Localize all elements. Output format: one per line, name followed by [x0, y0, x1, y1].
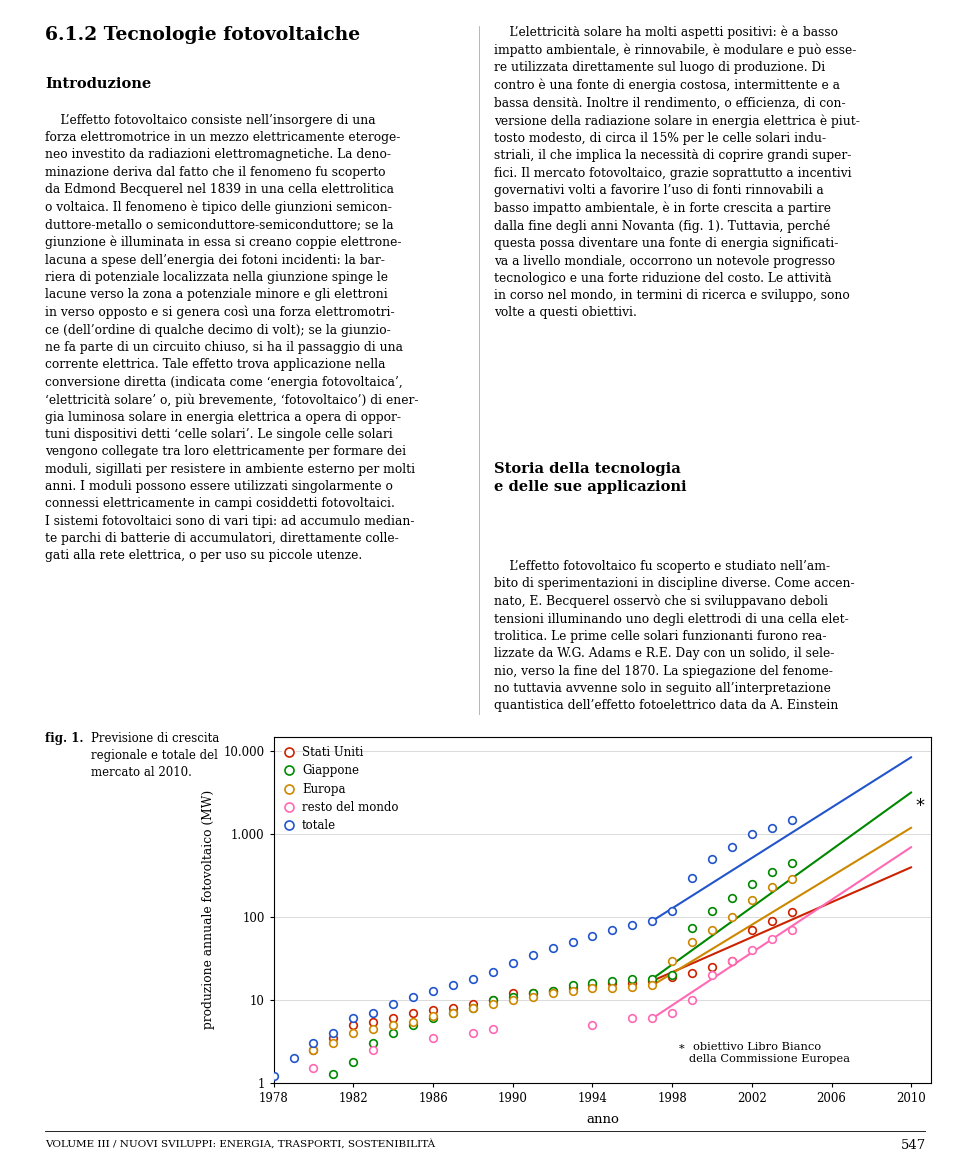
Text: L’effetto fotovoltaico fu scoperto e studiato nell’am-
bito di sperimentazioni i: L’effetto fotovoltaico fu scoperto e stu… — [494, 560, 855, 712]
Text: L’elettricità solare ha molti aspetti positivi: è a basso
impatto ambientale, è : L’elettricità solare ha molti aspetti po… — [494, 26, 860, 320]
Y-axis label: produzione annuale fotovoltaico (MW): produzione annuale fotovoltaico (MW) — [203, 790, 215, 1030]
Text: L’effetto fotovoltaico consiste nell’insorgere di una
forza elettromotrice in un: L’effetto fotovoltaico consiste nell’ins… — [45, 114, 419, 562]
Text: Introduzione: Introduzione — [45, 77, 152, 91]
Text: 547: 547 — [901, 1139, 926, 1152]
Text: Previsione di crescita
regionale e totale del
mercato al 2010.: Previsione di crescita regionale e total… — [91, 732, 220, 779]
Text: Storia della tecnologia
e delle sue applicazioni: Storia della tecnologia e delle sue appl… — [494, 462, 687, 494]
Text: *: * — [915, 797, 924, 815]
Text: fig. 1.: fig. 1. — [45, 732, 84, 745]
X-axis label: anno: anno — [586, 1113, 619, 1126]
Text: VOLUME III / NUOVI SVILUPPI: ENERGIA, TRASPORTI, SOSTENIBILITÀ: VOLUME III / NUOVI SVILUPPI: ENERGIA, TR… — [45, 1139, 435, 1148]
Legend: Stati Uniti, Giappone, Europa, resto del mondo, totale: Stati Uniti, Giappone, Europa, resto del… — [279, 743, 402, 835]
Text: ∗  obiettivo Libro Bianco
   della Commissione Europea: ∗ obiettivo Libro Bianco della Commissio… — [678, 1041, 850, 1064]
Text: 6.1.2 Tecnologie fotovoltaiche: 6.1.2 Tecnologie fotovoltaiche — [45, 26, 360, 43]
